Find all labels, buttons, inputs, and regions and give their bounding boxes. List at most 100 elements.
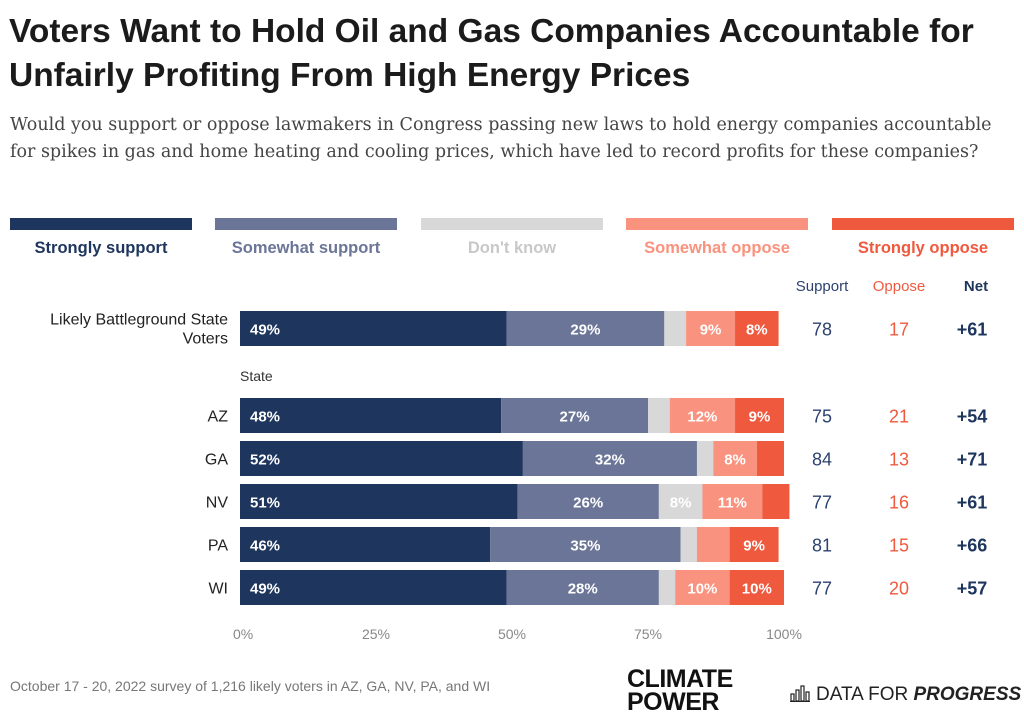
bar-segment — [501, 398, 648, 433]
support-value: 75 — [812, 407, 832, 427]
legend-item-dont-know: Don't know — [421, 218, 603, 258]
bar-data-label: 10% — [742, 581, 772, 598]
support-value: 81 — [812, 536, 832, 556]
legend-label: Don't know — [467, 239, 557, 257]
legend-swatch — [626, 218, 808, 230]
net-value: +57 — [957, 579, 988, 599]
bar-segment — [490, 527, 681, 562]
bar-data-label: 52% — [250, 452, 280, 469]
legend-swatch — [10, 218, 192, 230]
legend-item-strongly-support: Strongly support — [10, 218, 192, 258]
legend-label: Somewhat oppose — [644, 239, 790, 257]
bar-segment — [517, 484, 659, 519]
legend-item-somewhat-support: Somewhat support — [215, 218, 397, 258]
bar-segment — [756, 441, 784, 476]
category-label: NV — [206, 495, 229, 512]
bar-data-label: 11% — [718, 495, 747, 512]
bar-segment — [240, 441, 523, 476]
category-label: Likely Battleground State — [50, 312, 228, 329]
bar-segment — [240, 398, 502, 433]
bar-data-label: 26% — [573, 495, 603, 512]
bar-data-label: 48% — [250, 409, 280, 426]
net-column-header: Net — [963, 278, 989, 295]
bar-data-label: 10% — [687, 581, 717, 598]
logo-line: CLIMATE — [627, 665, 733, 693]
support-value: 84 — [812, 450, 832, 470]
bar-segment — [762, 484, 790, 519]
bar-segment — [729, 570, 784, 605]
oppose-value: 17 — [889, 320, 909, 340]
bar-segment — [240, 484, 518, 519]
bar-segment — [240, 527, 491, 562]
bar-segment — [696, 527, 730, 562]
data-for-progress-logo: DATA FOR PROGRESS — [790, 684, 1021, 708]
x-tick-label: 25% — [362, 626, 390, 642]
bar-segment — [729, 527, 779, 562]
net-value: +71 — [957, 450, 988, 470]
bar-data-label: 12% — [687, 409, 717, 426]
bar-data-label: 8% — [670, 495, 692, 512]
legend-label: Strongly support — [34, 239, 168, 257]
oppose-value: 20 — [889, 579, 909, 599]
bar-segment — [675, 570, 730, 605]
category-label: WI — [208, 581, 228, 598]
bar-data-label: 46% — [250, 538, 280, 555]
net-value: +61 — [957, 320, 988, 340]
support-value: 77 — [812, 493, 832, 513]
bar-segment — [522, 441, 697, 476]
bar-segment — [702, 484, 763, 519]
bar-segment — [658, 484, 703, 519]
bar-segment — [669, 398, 736, 433]
bar-data-label: 9% — [700, 322, 722, 339]
x-tick-label: 100% — [766, 626, 802, 642]
bar-segment — [735, 311, 779, 346]
legend-item-strongly-oppose: Strongly oppose — [832, 218, 1014, 258]
legend-swatch — [832, 218, 1014, 230]
climate-power-logo: CLIMATE POWER — [627, 665, 733, 715]
bar-segment — [648, 398, 670, 433]
oppose-value: 13 — [889, 450, 909, 470]
bar-data-label: 29% — [570, 322, 600, 339]
bar-segment — [664, 311, 687, 346]
legend-label: Strongly oppose — [857, 239, 989, 257]
bar-data-label: 9% — [749, 409, 771, 426]
chart-title: Voters Want to Hold Oil and Gas Companie… — [9, 13, 974, 94]
bar-segment — [696, 441, 714, 476]
category-label: AZ — [208, 409, 229, 426]
legend-swatch — [421, 218, 603, 230]
bar-data-label: 35% — [570, 538, 600, 555]
bar-segment — [240, 311, 507, 346]
bar-segment — [658, 570, 676, 605]
bar-segment — [686, 311, 736, 346]
net-value: +66 — [957, 536, 988, 556]
logo-text: DATA FOR — [816, 684, 914, 705]
bar-segment — [506, 570, 659, 605]
bar-segment — [680, 527, 697, 562]
category-label: PA — [208, 538, 228, 555]
net-value: +54 — [957, 407, 988, 427]
legend-item-somewhat-oppose: Somewhat oppose — [626, 218, 808, 258]
support-value: 78 — [812, 320, 832, 340]
footer-note: October 17 - 20, 2022 survey of 1,216 li… — [10, 678, 491, 694]
category-label: GA — [205, 452, 228, 469]
bar-data-label: 9% — [743, 538, 765, 555]
oppose-value: 16 — [889, 493, 909, 513]
bar-data-label: 8% — [724, 452, 746, 469]
net-value: +61 — [957, 493, 988, 513]
legend-swatch — [215, 218, 397, 230]
oppose-column-header: Oppose — [872, 278, 926, 295]
bar-segment — [240, 570, 507, 605]
bar-data-label: 49% — [250, 581, 280, 598]
oppose-value: 15 — [889, 536, 909, 556]
bar-data-label: 27% — [560, 409, 590, 426]
bar-data-label: 51% — [250, 495, 280, 512]
oppose-value: 21 — [889, 407, 909, 427]
bar-data-label: 32% — [595, 452, 625, 469]
group-label: State — [240, 368, 273, 384]
bar-segment — [713, 441, 757, 476]
category-label: Voters — [183, 331, 228, 348]
bar-chart-icon — [790, 684, 810, 708]
bar-segment — [735, 398, 784, 433]
support-value: 77 — [812, 579, 832, 599]
